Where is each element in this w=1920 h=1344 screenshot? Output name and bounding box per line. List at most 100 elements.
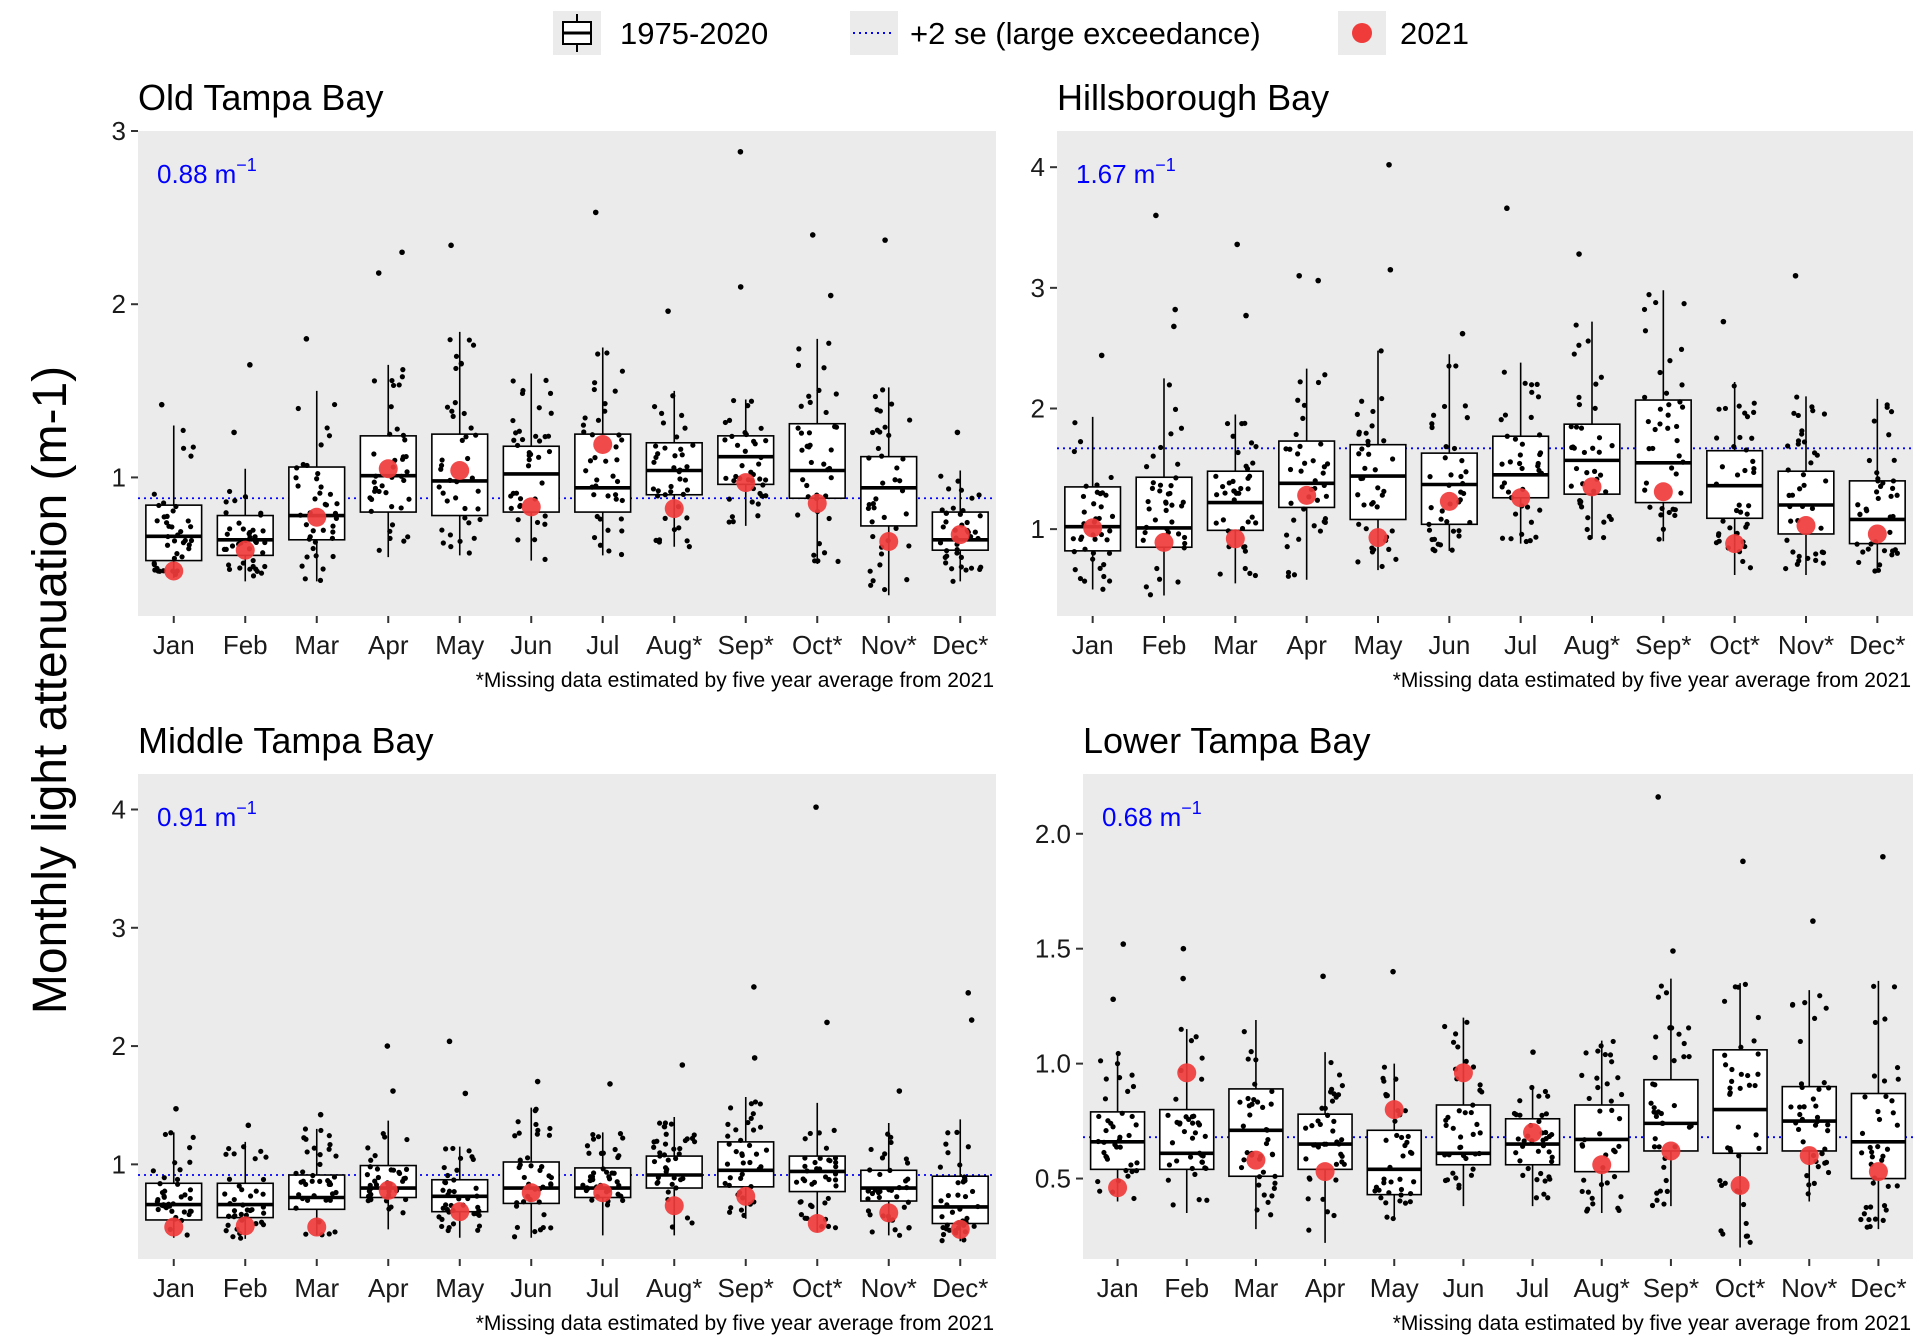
observation-point — [1147, 592, 1154, 598]
observation-point — [450, 413, 456, 419]
observation-point — [832, 1171, 839, 1177]
observation-point — [261, 1210, 267, 1216]
box-month — [1850, 853, 1907, 1230]
observation-point — [676, 469, 682, 475]
observation-point — [1165, 1177, 1171, 1183]
observation-point — [1464, 415, 1470, 421]
observation-point — [1361, 502, 1367, 508]
iqr-box — [145, 504, 203, 562]
observation-point — [1230, 478, 1236, 484]
observation-point — [940, 1224, 946, 1231]
observation-point — [1740, 1201, 1747, 1208]
observation-point — [306, 536, 312, 542]
observation-point — [1676, 1031, 1682, 1037]
threshold-unit: m — [1160, 802, 1182, 832]
observation-point — [603, 1169, 610, 1175]
observation-point — [940, 524, 946, 530]
observation-point — [750, 1111, 756, 1117]
observation-point — [960, 507, 966, 514]
observation-point — [1470, 1166, 1476, 1172]
box-month — [1158, 945, 1215, 1214]
observation-point — [750, 1127, 757, 1133]
observation-point — [949, 1209, 956, 1215]
x-tick-label: Jan — [153, 1273, 195, 1303]
observation-point — [468, 425, 474, 431]
observation-point — [867, 1167, 873, 1173]
observation-point — [946, 486, 952, 492]
observation-point — [293, 1170, 299, 1176]
observation-point — [1123, 1167, 1129, 1174]
point-2021 — [521, 497, 541, 517]
outlier-point — [399, 249, 405, 256]
observation-point — [1100, 586, 1106, 592]
observation-point — [1237, 1099, 1243, 1105]
observation-point — [1437, 542, 1444, 548]
observation-point — [1311, 523, 1317, 529]
observation-point — [1284, 544, 1290, 550]
observation-point — [597, 542, 604, 548]
observation-point — [1094, 482, 1100, 488]
observation-point — [680, 1175, 686, 1182]
observation-point — [461, 410, 467, 417]
observation-point — [1253, 1057, 1259, 1063]
observation-point — [1722, 405, 1729, 412]
observation-point — [833, 1164, 839, 1170]
observation-point — [252, 1156, 258, 1162]
observation-point — [1157, 482, 1164, 488]
observation-point — [1499, 461, 1505, 467]
observation-point — [1608, 516, 1614, 523]
observation-point — [741, 1212, 747, 1218]
observation-point — [870, 501, 876, 507]
outlier-point — [882, 237, 888, 243]
observation-point — [835, 558, 841, 565]
observation-point — [758, 454, 764, 461]
y-tick-label: 2 — [112, 289, 126, 319]
observation-point — [1467, 519, 1473, 526]
legend-key-point-2021 — [1352, 23, 1372, 43]
observation-point — [1101, 1149, 1107, 1156]
observation-point — [1616, 1143, 1622, 1149]
x-tick-label: Dec* — [932, 630, 988, 660]
observation-point — [1727, 1085, 1733, 1091]
observation-point — [865, 505, 872, 512]
observation-point — [1869, 1154, 1875, 1160]
observation-point — [1597, 472, 1604, 478]
observation-point — [1407, 1199, 1413, 1205]
observation-point — [1882, 1016, 1888, 1022]
x-tick-label: Nov* — [1778, 630, 1834, 660]
box-month — [788, 804, 846, 1234]
point-2021 — [664, 499, 684, 519]
observation-point — [969, 1188, 976, 1195]
observation-point — [726, 496, 732, 502]
panel-title: Middle Tampa Bay — [138, 720, 434, 761]
observation-point — [595, 1134, 602, 1140]
observation-point — [1537, 432, 1543, 438]
observation-point — [1592, 405, 1598, 411]
observation-point — [1499, 535, 1506, 541]
observation-point — [1576, 342, 1582, 348]
y-tick-label: 2.0 — [1035, 819, 1071, 849]
observation-point — [1823, 1159, 1830, 1165]
observation-point — [1238, 1164, 1245, 1171]
observation-point — [807, 1130, 813, 1137]
observation-point — [804, 1215, 810, 1221]
observation-point — [832, 1177, 839, 1183]
observation-point — [1673, 471, 1679, 477]
observation-point — [1301, 402, 1308, 408]
observation-point — [1082, 546, 1088, 552]
observation-point — [1356, 431, 1362, 437]
observation-point — [731, 478, 737, 484]
observation-point — [807, 399, 813, 405]
box-month — [1297, 973, 1353, 1243]
observation-point — [224, 531, 230, 537]
observation-point — [1536, 1093, 1542, 1099]
observation-point — [293, 475, 299, 481]
observation-point — [520, 1199, 527, 1205]
observation-point — [1591, 468, 1598, 474]
box-month — [1706, 318, 1764, 575]
observation-point — [1821, 1080, 1827, 1086]
observation-point — [1649, 1202, 1656, 1209]
observation-point — [1813, 551, 1819, 557]
observation-point — [1610, 1038, 1616, 1045]
observation-point — [1168, 431, 1174, 437]
